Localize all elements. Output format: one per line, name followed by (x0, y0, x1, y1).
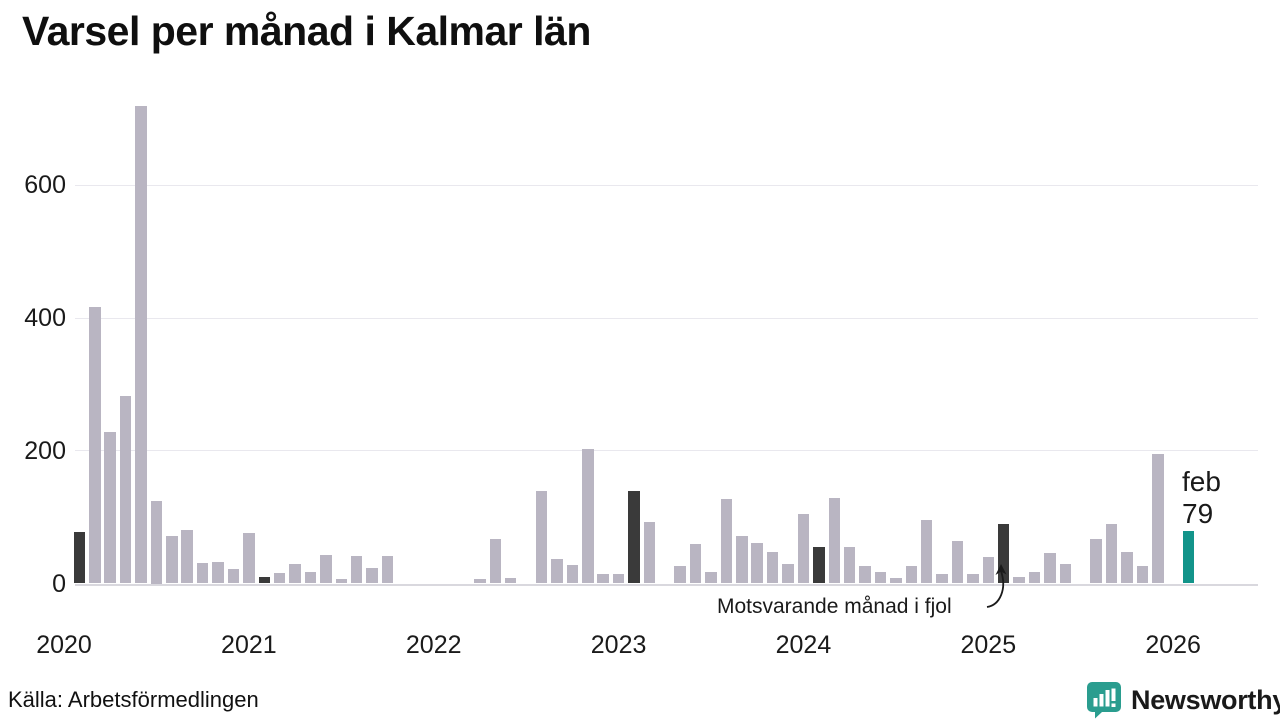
latest-value-label: feb 79 (1182, 466, 1221, 530)
bar-2022-09 (551, 558, 563, 584)
latest-month-label: feb (1182, 466, 1221, 497)
bar-2020-02 (73, 531, 86, 584)
bar-2022-10 (566, 564, 579, 584)
bar-2024-07 (890, 578, 902, 584)
bar-2020-04 (104, 432, 116, 584)
bar-2021-05 (304, 572, 317, 584)
x-tick-label-2021: 2021 (221, 631, 277, 659)
bar-2023-05 (674, 565, 686, 584)
x-tick-label-2022: 2022 (405, 631, 462, 659)
bar-2024-04 (843, 546, 856, 584)
bar-2020-07 (150, 500, 163, 584)
bar-2021-01 (243, 533, 255, 584)
bar-2022-11 (582, 448, 594, 584)
bar-2020-12 (227, 568, 240, 584)
y-tick-label-600: 600 (24, 171, 66, 200)
bar-2020-03 (89, 306, 101, 584)
bar-2023-10 (751, 543, 763, 584)
bar-2024-06 (874, 572, 887, 584)
bar-2024-01 (797, 514, 810, 584)
bar-2023-12 (782, 564, 794, 584)
x-tick-label-2023: 2023 (590, 631, 647, 659)
bar-2021-10 (381, 555, 394, 584)
bar-2023-11 (766, 552, 779, 584)
bar-2024-02 (813, 546, 825, 584)
bar-2023-06 (689, 544, 702, 584)
annotation-arrow-icon (986, 564, 1007, 608)
page-title: Varsel per månad i Kalmar län (22, 8, 591, 54)
bar-2022-04 (474, 578, 486, 584)
bar-2020-10 (196, 562, 209, 584)
x-tick-label-2020: 2020 (36, 631, 92, 659)
bar-2022-05 (489, 539, 502, 584)
bar-2021-07 (335, 578, 348, 584)
x-tick-label-2026: 2026 (1145, 631, 1201, 659)
bar-2025-05 (1044, 552, 1056, 584)
bar-2023-03 (643, 522, 656, 584)
newsworthy-pin-icon (1087, 682, 1121, 719)
bar-2022-12 (597, 573, 609, 584)
x-tick-label-2025: 2025 (960, 631, 1017, 659)
y-tick-label-0: 0 (52, 569, 66, 598)
bar-2021-04 (289, 563, 301, 584)
bar-2025-03 (1013, 576, 1025, 584)
bar-2026-02 (1182, 531, 1195, 584)
gridline-400 (75, 317, 1258, 319)
bar-2021-06 (320, 554, 332, 584)
bar-2025-08 (1090, 539, 1102, 584)
bar-2024-09 (920, 520, 933, 584)
bar-2020-05 (119, 395, 132, 584)
y-tick-label-200: 200 (24, 436, 66, 465)
bar-2025-04 (1028, 572, 1041, 584)
bar-2020-08 (166, 536, 178, 584)
bar-2023-07 (705, 572, 717, 584)
bar-2021-02 (258, 576, 270, 584)
bar-2025-10 (1121, 551, 1133, 584)
bar-2021-03 (273, 572, 286, 584)
bar-2022-08 (535, 490, 548, 584)
annotation-text: Motsvarande månad i fjol (717, 595, 952, 618)
bar-2020-09 (181, 529, 193, 584)
bar-2024-08 (905, 565, 918, 584)
latest-value: 79 (1182, 498, 1214, 529)
gridline-600 (75, 184, 1258, 186)
x-axis-line (75, 583, 1258, 586)
source-caption: Källa: Arbetsförmedlingen (8, 687, 259, 712)
bar-2024-10 (936, 573, 948, 584)
x-tick-label-2024: 2024 (775, 631, 832, 659)
bar-2023-01 (612, 573, 625, 584)
bar-2020-06 (135, 106, 147, 584)
bar-2022-06 (504, 577, 517, 584)
bar-2024-11 (951, 541, 964, 584)
bar-2021-08 (350, 555, 363, 584)
bar-2025-09 (1105, 523, 1118, 584)
y-tick-label-400: 400 (24, 304, 66, 332)
bar-2025-01 (982, 556, 995, 584)
newsworthy-wordmark: Newsworthy (1131, 684, 1280, 715)
bar-2024-05 (859, 566, 871, 584)
bar-2023-09 (736, 536, 748, 584)
bar-2021-09 (366, 568, 378, 584)
bar-2020-11 (212, 562, 224, 584)
newsworthy-logo: Newsworthy (1085, 681, 1280, 719)
bar-2025-06 (1059, 563, 1072, 584)
gridline-200 (75, 450, 1258, 452)
bar-2023-02 (628, 491, 640, 584)
bar-2025-11 (1136, 565, 1149, 584)
bar-2025-02 (997, 523, 1010, 584)
bar-2025-12 (1152, 454, 1164, 584)
bar-2024-12 (967, 574, 979, 584)
bar-2023-08 (720, 498, 733, 584)
bar-2024-03 (828, 497, 840, 584)
